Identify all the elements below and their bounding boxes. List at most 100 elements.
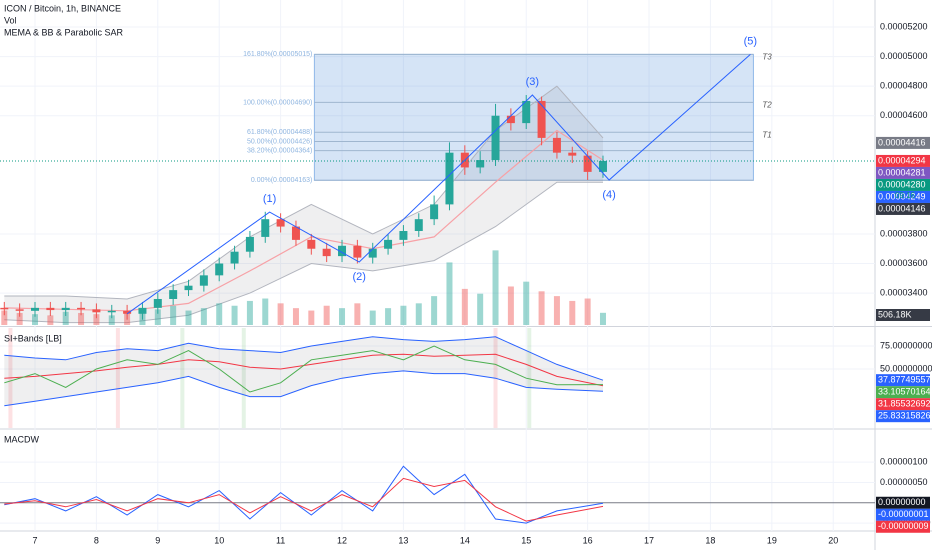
candle-body <box>476 160 485 168</box>
y-tick-label: 0.00004800 <box>880 81 928 91</box>
price-label-box <box>876 520 930 533</box>
x-tick-label: 19 <box>767 535 777 545</box>
y-tick-label: 0.00003800 <box>880 228 928 238</box>
volume-bar <box>200 308 207 325</box>
x-tick-label: 11 <box>276 535 285 545</box>
candle-body <box>138 307 147 314</box>
price-label: 31.85532692 <box>878 399 931 409</box>
signal-band <box>241 328 246 428</box>
wave-label: (1) <box>263 193 276 205</box>
candle-body <box>77 307 86 310</box>
candle-body <box>199 275 208 286</box>
price-label: 0.00004294 <box>878 155 926 165</box>
candle-body <box>153 298 162 308</box>
volume-bar <box>1 310 8 325</box>
price-label-box <box>876 202 930 215</box>
volume-bar <box>216 303 223 325</box>
candle-body <box>368 248 377 258</box>
countdown: 09:16 <box>895 191 916 200</box>
wave-label: (2) <box>352 271 365 283</box>
x-tick-label: 9 <box>155 535 160 545</box>
price-label: 37.87749557 <box>878 375 931 385</box>
volume-bar <box>62 311 69 325</box>
candle-body <box>215 263 224 276</box>
band-upper <box>4 85 604 300</box>
signal-band <box>115 328 120 428</box>
candle-body <box>568 152 577 156</box>
series-line <box>4 345 604 393</box>
target-label: T3 <box>762 52 772 61</box>
volume-bar <box>246 300 253 325</box>
candle-body <box>506 115 515 124</box>
band-fill <box>4 336 603 406</box>
volume-bar <box>32 314 38 325</box>
signal-band <box>527 328 532 428</box>
x-tick-label: 16 <box>583 535 593 545</box>
candle-body <box>445 152 454 205</box>
fib-label: 0.00%(0.00004163) <box>251 177 313 184</box>
candle-body <box>245 236 254 252</box>
volume-bar <box>78 312 85 325</box>
candle-body <box>522 100 531 124</box>
series-line <box>4 370 604 407</box>
volume-bar <box>477 293 484 325</box>
candle-body <box>46 307 55 311</box>
volume-bar <box>308 310 315 325</box>
candle-body <box>0 307 9 310</box>
volume-bar <box>262 298 269 325</box>
volume-bar <box>369 310 376 325</box>
x-tick-label: 8 <box>94 535 99 545</box>
volume-bar <box>415 303 422 325</box>
candle-body <box>261 219 270 237</box>
volume-bar <box>108 315 115 325</box>
candle-body <box>15 309 24 311</box>
x-tick-label: 14 <box>460 535 470 545</box>
volume-bar <box>569 300 576 325</box>
fib-label: 61.80%(0.00004488) <box>247 129 312 136</box>
volume-bar <box>538 291 545 325</box>
pane-title: SI+Bands [LB] <box>4 333 62 343</box>
volume-bar <box>277 303 284 325</box>
price-label-box <box>876 496 930 509</box>
fib-label: 161.80%(0.00005015) <box>243 51 312 58</box>
volume-bar <box>354 303 361 325</box>
overlay-title: MEMA & BB & Parabolic SAR <box>4 27 124 37</box>
volume-bar <box>492 250 499 325</box>
pane-title: MACDW <box>4 434 39 444</box>
volume-bar <box>154 309 161 325</box>
volume-bar <box>292 308 299 325</box>
y-tick-label: 0.00003600 <box>880 258 928 268</box>
volume-bar <box>231 305 238 325</box>
candle-body <box>123 310 132 314</box>
candle-body <box>338 245 347 257</box>
candle-body <box>537 100 546 138</box>
x-tick-label: 10 <box>214 535 224 545</box>
volume-bar <box>385 308 392 325</box>
series-line <box>4 336 604 381</box>
band-lower <box>4 181 603 324</box>
y-tick-label: 0.00005200 <box>880 21 928 31</box>
candle-body <box>291 226 300 240</box>
price-label: 33.10570164 <box>878 387 931 397</box>
candle-body <box>107 310 116 313</box>
volume-bar <box>16 312 23 325</box>
volume-bar <box>461 288 468 325</box>
volume-bar <box>584 298 591 325</box>
candle-body <box>583 155 592 172</box>
y-tick-label: 75.00000000 <box>880 340 932 350</box>
x-tick-label: 13 <box>398 535 408 545</box>
price-label: 0.00000000 <box>878 497 926 507</box>
volume-bar <box>507 286 514 325</box>
candle-body <box>230 251 239 264</box>
candle-body <box>430 204 439 220</box>
volume-bar <box>446 262 453 325</box>
y-tick-label: 0.00000100 <box>880 456 928 466</box>
wave-label: (4) <box>602 189 615 201</box>
volume-bar <box>323 305 330 325</box>
candle-body <box>491 115 500 161</box>
candle-body <box>92 309 101 313</box>
candle-body <box>184 285 193 291</box>
